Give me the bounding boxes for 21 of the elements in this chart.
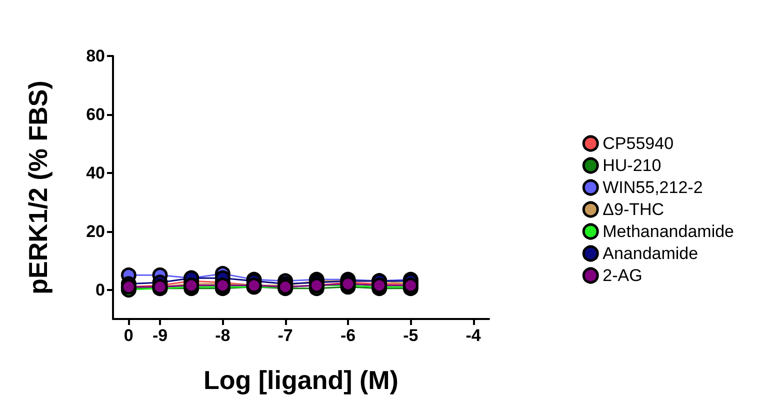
legend-label: Anandamide: [602, 244, 698, 263]
legend-label: CP55940: [602, 134, 674, 153]
x-tick-label: -6: [340, 326, 356, 345]
y-tick-label: 80: [86, 46, 105, 66]
x-tick-label: -8: [215, 326, 230, 345]
x-tick-label: -7: [278, 326, 293, 345]
legend-label: HU-210: [602, 156, 662, 175]
x-tick-label: -4: [466, 326, 482, 345]
x-axis-title: Log [ligand] (M): [204, 365, 398, 395]
y-tick-label: 40: [86, 163, 105, 182]
legend-label: Δ9-THC: [602, 200, 664, 219]
y-tick-label: 0: [96, 280, 105, 300]
x-tick-label: 0: [124, 326, 134, 345]
legend-label: WIN55,212-2: [602, 178, 703, 197]
legend-label: 2-AG: [602, 266, 642, 285]
legend-label: Methanandamide: [602, 222, 734, 241]
y-tick-label: 60: [86, 104, 105, 124]
x-tick-label: -9: [152, 326, 168, 345]
y-axis-title: pERK1/2 (% FBS): [23, 80, 53, 294]
x-tick-label: -5: [403, 326, 418, 345]
y-tick-label: 20: [86, 222, 105, 241]
